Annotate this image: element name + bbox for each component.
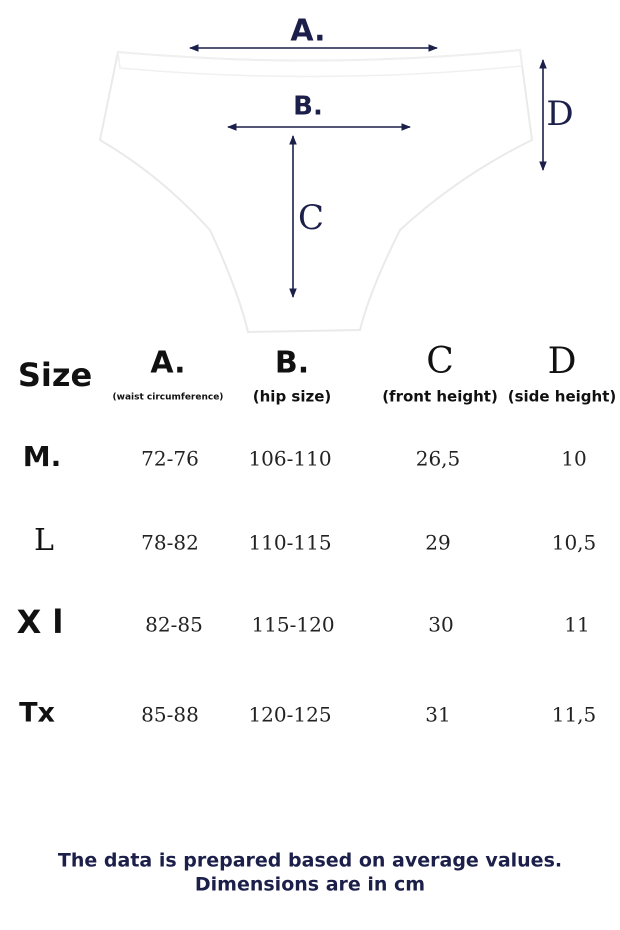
cell-value: 78-82 [141, 531, 199, 555]
cell-value: 82-85 [145, 613, 203, 637]
label-c: C [298, 198, 324, 238]
cell-value: 85-88 [141, 703, 199, 727]
header-caption: (hip size) [253, 388, 331, 406]
header-letter: C [426, 341, 454, 382]
label-b: B. [293, 92, 323, 122]
cell-value: 110-115 [248, 531, 331, 555]
header-letter: A. [150, 346, 185, 381]
cell-value: 30 [428, 613, 453, 637]
cell-value: 31 [425, 703, 450, 727]
row-size: M. [23, 440, 62, 473]
header-caption: (front height) [382, 388, 498, 406]
cell-value: 115-120 [251, 613, 334, 637]
row-size: X l [17, 603, 64, 641]
cell-value: 26,5 [416, 447, 461, 471]
header-size: Size [18, 356, 92, 394]
row-size: L [34, 523, 54, 558]
cell-value: 11,5 [552, 703, 597, 727]
footer-line: The data is prepared based on average va… [58, 850, 562, 872]
header-caption: (waist circumference) [113, 393, 224, 403]
cell-value: 72-76 [141, 447, 199, 471]
cell-value: 120-125 [248, 703, 331, 727]
cell-value: 10,5 [552, 531, 597, 555]
header-letter: D [548, 341, 577, 382]
cell-value: 11 [564, 613, 589, 637]
garment-illustration [98, 48, 534, 334]
header-caption: (side height) [508, 388, 617, 406]
label-d: D [546, 94, 573, 134]
label-a: A. [290, 14, 325, 49]
size-table: Size A. (waist circumference) B. (hip size)… [17, 341, 617, 729]
header-letter: B. [275, 346, 309, 381]
footer-line: Dimensions are in cm [195, 874, 425, 896]
cell-value: 29 [425, 531, 450, 555]
cell-value: 106-110 [248, 447, 331, 471]
cell-value: 10 [561, 447, 586, 471]
row-size: Tx [19, 698, 55, 729]
